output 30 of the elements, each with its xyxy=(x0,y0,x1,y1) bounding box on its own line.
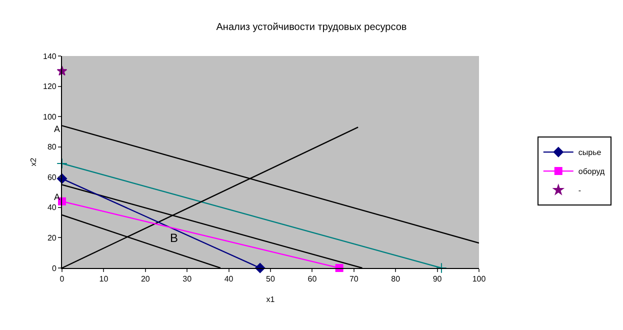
point xyxy=(56,158,68,169)
y-tick-label: 80 xyxy=(47,142,57,152)
y-axis-title: x2 xyxy=(29,157,38,166)
annotation: A xyxy=(54,124,60,134)
x-axis-title: x1 xyxy=(266,295,276,304)
y-tick-label: 20 xyxy=(47,234,57,243)
x-tick-label: 60 xyxy=(308,274,318,284)
annotation: A xyxy=(54,192,60,202)
y-tick-label: 140 xyxy=(43,52,57,61)
x-tick-label: 30 xyxy=(182,274,192,284)
x-tick-label: 100 xyxy=(472,274,486,284)
x-tick-label: 80 xyxy=(391,274,401,284)
y-tick-label: 120 xyxy=(43,82,57,92)
x-tick-label: 70 xyxy=(349,274,359,284)
y-tick-label: 0 xyxy=(52,264,57,273)
x-tick-label: 10 xyxy=(99,274,109,284)
chart-title: Анализ устойчивости трудовых ресурсов xyxy=(216,22,407,34)
x-tick-label: 20 xyxy=(140,274,150,284)
x-tick-label: 40 xyxy=(224,274,234,284)
x-tick-label: 0 xyxy=(60,274,65,284)
y-tick-label: 60 xyxy=(47,172,57,182)
y-tick-label: 100 xyxy=(43,112,57,122)
x-tick-label: 90 xyxy=(432,274,442,284)
legend-label: оборуд xyxy=(578,167,605,176)
x-tick-label: 50 xyxy=(266,274,276,284)
y-tick-label: 40 xyxy=(47,203,57,212)
point xyxy=(436,262,447,274)
legend-label: сырье xyxy=(578,148,602,158)
legend-label: - xyxy=(578,186,582,196)
annotation: B xyxy=(170,231,178,245)
